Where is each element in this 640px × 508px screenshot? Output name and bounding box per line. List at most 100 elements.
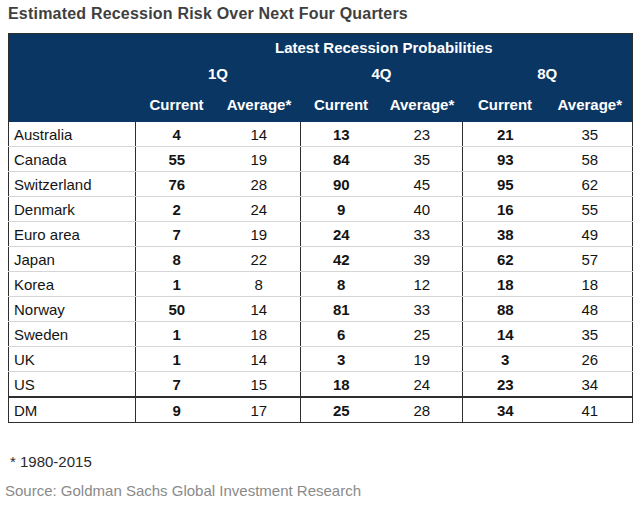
country-cell: Switzerland xyxy=(9,172,136,197)
country-cell: UK xyxy=(9,347,136,372)
recession-probabilities-table: Latest Recession Probabilities 1Q 4Q 8Q … xyxy=(8,33,633,423)
table-banner: Latest Recession Probabilities xyxy=(136,34,633,61)
table-row: Japan82242396257 xyxy=(9,247,633,272)
value-cell: 18 xyxy=(218,322,301,347)
header-corner-cell xyxy=(9,60,136,87)
value-cell: 62 xyxy=(548,172,633,197)
value-cell: 14 xyxy=(463,322,548,347)
country-cell: US xyxy=(9,372,136,398)
page-title: Estimated Recession Risk Over Next Four … xyxy=(8,5,408,23)
country-cell: Denmark xyxy=(9,197,136,222)
value-cell: 90 xyxy=(301,172,382,197)
value-cell: 26 xyxy=(548,347,633,372)
value-cell: 35 xyxy=(548,122,633,147)
value-cell: 8 xyxy=(136,247,218,272)
value-cell: 18 xyxy=(463,272,548,297)
column-group-1q: 1Q xyxy=(136,60,301,87)
table-row: Denmark2249401655 xyxy=(9,197,633,222)
value-cell: 2 xyxy=(136,197,218,222)
header-corner-cell xyxy=(9,87,136,122)
country-cell: Canada xyxy=(9,147,136,172)
value-cell: 88 xyxy=(463,297,548,322)
value-cell: 58 xyxy=(548,147,633,172)
value-cell: 24 xyxy=(301,222,382,247)
value-cell: 1 xyxy=(136,322,218,347)
value-cell: 4 xyxy=(136,122,218,147)
value-cell: 23 xyxy=(463,372,548,398)
value-cell: 84 xyxy=(301,147,382,172)
table-row: Norway501481338848 xyxy=(9,297,633,322)
value-cell: 1 xyxy=(136,347,218,372)
value-cell: 62 xyxy=(463,247,548,272)
value-cell: 81 xyxy=(301,297,382,322)
value-cell: 3 xyxy=(463,347,548,372)
value-cell: 3 xyxy=(301,347,382,372)
value-cell: 55 xyxy=(136,147,218,172)
value-cell: 9 xyxy=(301,197,382,222)
subheader-4q-current: Current xyxy=(301,87,382,122)
value-cell: 25 xyxy=(382,322,463,347)
value-cell: 14 xyxy=(218,347,301,372)
country-cell: Australia xyxy=(9,122,136,147)
value-cell: 14 xyxy=(218,122,301,147)
subheader-row: Current Average* Current Average* Curren… xyxy=(9,87,633,122)
value-cell: 19 xyxy=(382,347,463,372)
value-cell: 19 xyxy=(218,222,301,247)
subheader-4q-average: Average* xyxy=(382,87,463,122)
country-cell: DM xyxy=(9,397,136,423)
value-cell: 35 xyxy=(382,147,463,172)
table-row: Euro area71924333849 xyxy=(9,222,633,247)
value-cell: 33 xyxy=(382,297,463,322)
value-cell: 24 xyxy=(382,372,463,398)
value-cell: 15 xyxy=(218,372,301,398)
value-cell: 39 xyxy=(382,247,463,272)
value-cell: 16 xyxy=(463,197,548,222)
value-cell: 55 xyxy=(548,197,633,222)
value-cell: 14 xyxy=(218,297,301,322)
value-cell: 41 xyxy=(548,397,633,423)
subheader-1q-current: Current xyxy=(136,87,218,122)
value-cell: 7 xyxy=(136,372,218,398)
banner-row: Latest Recession Probabilities xyxy=(9,34,633,61)
country-cell: Euro area xyxy=(9,222,136,247)
value-cell: 57 xyxy=(548,247,633,272)
table-row: Korea188121818 xyxy=(9,272,633,297)
country-cell: Norway xyxy=(9,297,136,322)
value-cell: 22 xyxy=(218,247,301,272)
value-cell: 25 xyxy=(301,397,382,423)
column-group-8q: 8Q xyxy=(463,60,633,87)
value-cell: 28 xyxy=(218,172,301,197)
source-line: Source: Goldman Sachs Global Investment … xyxy=(5,482,361,499)
subheader-8q-current: Current xyxy=(463,87,548,122)
table-row: UK114319326 xyxy=(9,347,633,372)
value-cell: 6 xyxy=(301,322,382,347)
value-cell: 8 xyxy=(218,272,301,297)
table-row: Australia41413232135 xyxy=(9,122,633,147)
value-cell: 48 xyxy=(548,297,633,322)
value-cell: 35 xyxy=(548,322,633,347)
table-row: DM91725283441 xyxy=(9,397,633,423)
country-cell: Korea xyxy=(9,272,136,297)
value-cell: 18 xyxy=(301,372,382,398)
value-cell: 8 xyxy=(301,272,382,297)
table-row: Sweden1186251435 xyxy=(9,322,633,347)
table-row: Switzerland762890459562 xyxy=(9,172,633,197)
value-cell: 42 xyxy=(301,247,382,272)
value-cell: 40 xyxy=(382,197,463,222)
value-cell: 9 xyxy=(136,397,218,423)
table-row: Canada551984359358 xyxy=(9,147,633,172)
country-cell: Japan xyxy=(9,247,136,272)
value-cell: 13 xyxy=(301,122,382,147)
value-cell: 33 xyxy=(382,222,463,247)
value-cell: 19 xyxy=(218,147,301,172)
value-cell: 49 xyxy=(548,222,633,247)
value-cell: 23 xyxy=(382,122,463,147)
value-cell: 1 xyxy=(136,272,218,297)
quarter-group-row: 1Q 4Q 8Q xyxy=(9,60,633,87)
value-cell: 17 xyxy=(218,397,301,423)
table-row: US71518242334 xyxy=(9,372,633,398)
value-cell: 38 xyxy=(463,222,548,247)
value-cell: 28 xyxy=(382,397,463,423)
table-header: Latest Recession Probabilities 1Q 4Q 8Q … xyxy=(9,34,633,123)
country-cell: Sweden xyxy=(9,322,136,347)
